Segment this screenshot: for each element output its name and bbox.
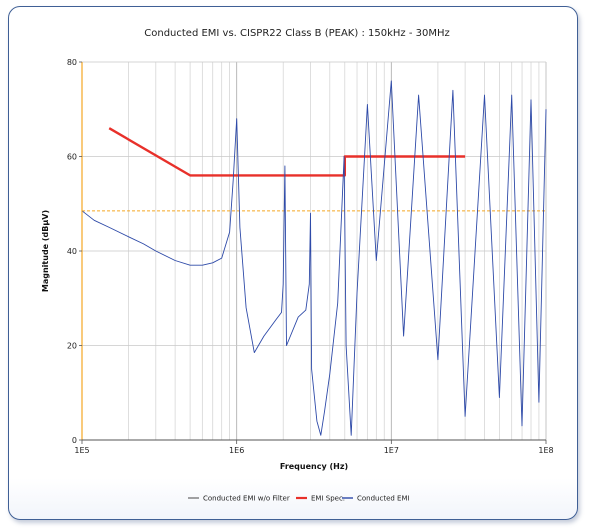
y-tick-label: 40 — [67, 247, 77, 256]
y-tick-label: 80 — [67, 58, 77, 67]
x-tick-label: 1E5 — [74, 446, 89, 455]
x-tick-label: 1E6 — [229, 446, 244, 455]
x-axis-label: Frequency (Hz) — [280, 462, 348, 471]
series-line-2 — [81, 80, 547, 436]
legend: Conducted EMI w/o Filter EMI Spec. Conduct… — [188, 495, 410, 503]
series-group — [81, 80, 547, 436]
chart-title: Conducted EMI vs. CISPR22 Class B (PEAK)… — [144, 28, 449, 39]
y-axis-label: Magnitude (dBµV) — [41, 210, 50, 292]
y-tick-label: 20 — [67, 342, 77, 351]
legend-label-2: Conducted EMI — [357, 495, 410, 503]
y-tick-label: 60 — [67, 153, 77, 162]
y-tick-label: 0 — [72, 436, 77, 445]
legend-label-1: EMI Spec. — [311, 495, 345, 503]
x-tick-label: 1E8 — [538, 446, 553, 455]
legend-label-0: Conducted EMI w/o Filter — [203, 495, 290, 503]
tick-labels: 0 20 40 60 80 1E5 1E6 1E7 1E8 — [67, 58, 554, 455]
x-tick-label: 1E7 — [384, 446, 399, 455]
